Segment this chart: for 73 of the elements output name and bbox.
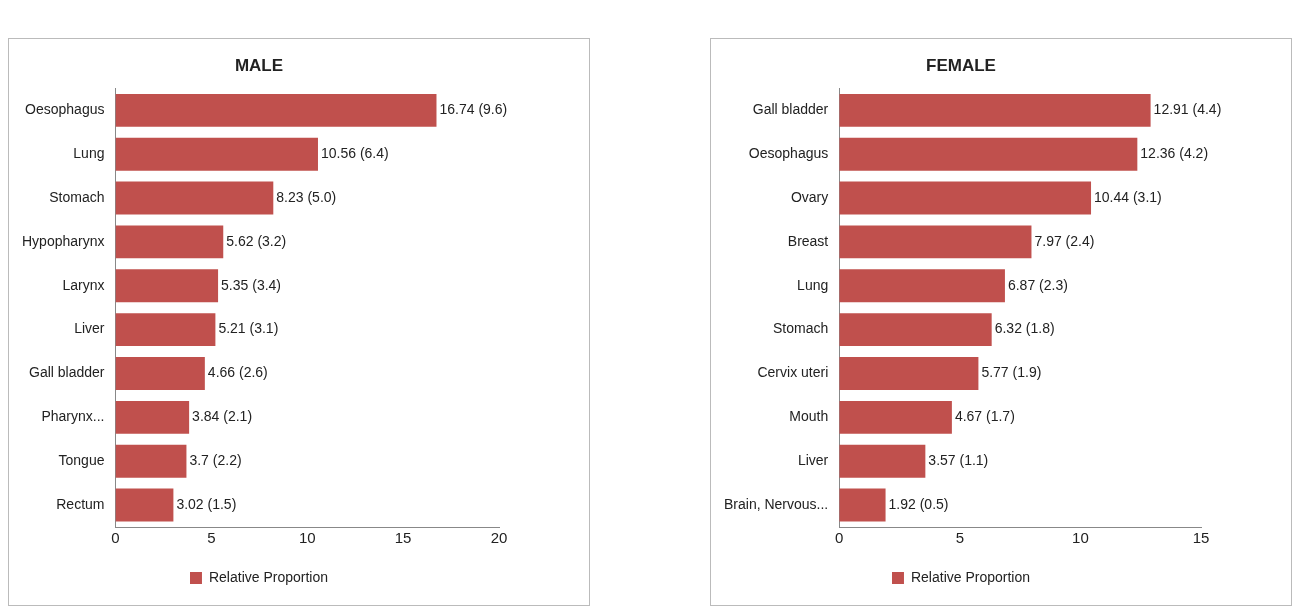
bar: [839, 313, 992, 347]
data-label: 3.57 (1.1): [928, 452, 989, 469]
x-tick-label: 10: [298, 529, 316, 547]
data-label: 7.97 (2.4): [1034, 232, 1095, 249]
data-label: 3.02 (1.5): [176, 495, 237, 512]
bar: [839, 444, 926, 478]
bar: [115, 400, 190, 434]
bar: [115, 137, 318, 171]
bar: [839, 400, 952, 434]
legend-label: Relative Proportion: [910, 568, 1031, 585]
bar: [839, 181, 1092, 215]
y-tick-label: Gall bladder: [28, 364, 105, 381]
y-tick-label: Breast: [787, 232, 829, 249]
bar: [839, 225, 1032, 259]
bar: [839, 357, 979, 390]
y-tick-label: Cervix uteri: [757, 364, 829, 381]
data-label: 5.21 (3.1): [218, 320, 279, 337]
data-label: 8.23 (5.0): [276, 188, 337, 205]
x-tick-label: 10: [1072, 529, 1089, 547]
data-label: 5.77 (1.9): [981, 364, 1042, 381]
bar: [115, 181, 274, 215]
bar: [115, 444, 187, 478]
data-label: 12.36 (4.2): [1140, 145, 1209, 162]
y-tick-label: Mouth: [789, 408, 829, 425]
bar: [115, 225, 224, 259]
bar: [839, 269, 1005, 303]
y-tick-label: Oesophagus: [25, 101, 105, 118]
data-label: 5.35 (3.4): [221, 276, 282, 293]
data-label: 4.67 (1.7): [954, 408, 1015, 425]
data-label: 3.84 (2.1): [192, 408, 253, 425]
bar: [115, 488, 174, 522]
y-tick-label: Stomach: [49, 188, 105, 205]
x-tick-label: 0: [835, 529, 844, 547]
y-tick-label: Gall bladder: [752, 101, 829, 118]
y-tick-label: Brain, Nervous...: [724, 495, 829, 512]
y-tick-label: Hypopharynx: [21, 232, 105, 249]
bar: [839, 137, 1138, 171]
y-tick-label: Oesophagus: [748, 145, 829, 162]
x-tick-label: 20: [490, 529, 508, 547]
x-tick-label: 5: [955, 529, 965, 547]
data-label: 16.74 (9.6): [439, 101, 508, 118]
y-tick-label: Ovary: [790, 188, 829, 205]
y-tick-label: Rectum: [56, 495, 105, 512]
y-tick-label: Lung: [797, 276, 829, 293]
data-label: 3.7 (2.2): [189, 452, 242, 469]
legend-label: Relative Proportion: [208, 568, 329, 585]
data-label: 10.44 (3.1): [1094, 188, 1162, 205]
x-tick-label: 0: [111, 529, 120, 547]
data-label: 5.62 (3.2): [226, 232, 287, 249]
y-tick-label: Lung: [73, 145, 105, 162]
data-label: 4.66 (2.6): [207, 364, 268, 381]
data-label: 10.56 (6.4): [320, 145, 389, 162]
data-label: 6.32 (1.8): [994, 320, 1055, 337]
data-label: 6.87 (2.3): [1007, 276, 1068, 293]
x-tick-label: 15: [394, 529, 412, 547]
chart-title: FEMALE: [926, 55, 996, 75]
y-tick-label: Tongue: [58, 452, 105, 469]
y-tick-label: Larynx: [62, 276, 105, 293]
chart-title: MALE: [234, 55, 284, 75]
y-tick-label: Liver: [797, 452, 829, 469]
bar: [115, 93, 437, 127]
data-label: 1.92 (0.5): [888, 495, 949, 512]
bar: [839, 488, 886, 522]
bar: [839, 93, 1151, 127]
y-tick-label: Pharynx...: [41, 408, 105, 425]
y-tick-label: Liver: [74, 320, 105, 337]
bar: [115, 269, 219, 303]
y-tick-label: Stomach: [773, 320, 829, 337]
x-tick-label: 5: [207, 529, 216, 547]
bar: [115, 313, 216, 347]
bar: [115, 357, 205, 390]
x-tick-label: 15: [1192, 529, 1210, 547]
data-label: 12.91 (4.4): [1153, 101, 1222, 118]
